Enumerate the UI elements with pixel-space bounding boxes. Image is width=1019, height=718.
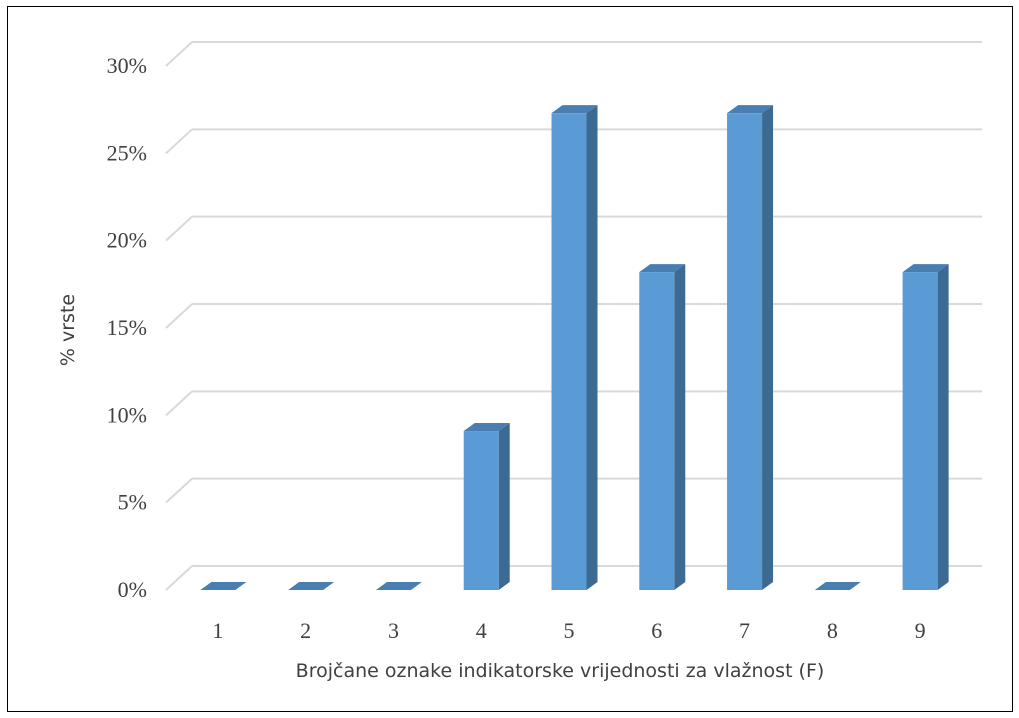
bars [200, 105, 948, 590]
x-tick-label: 1 [212, 618, 223, 643]
gridline-diagonal [166, 479, 192, 503]
gridline-diagonal [166, 566, 192, 590]
bar-front [639, 272, 674, 590]
bar-side [587, 105, 598, 590]
y-tick-label: 10% [107, 402, 147, 427]
bar-front [552, 113, 587, 590]
bar-top [376, 582, 422, 590]
y-tick-label: 20% [107, 228, 147, 253]
bar-top [200, 582, 246, 590]
bar-top [815, 582, 861, 590]
y-tick-label: 5% [118, 490, 147, 515]
y-tick-label: 0% [118, 577, 147, 602]
y-tick-labels: 0% 5% 10% 15% 20% 25% 30% [107, 53, 147, 602]
bar [903, 264, 949, 590]
bar-side [762, 105, 773, 590]
bar-side [674, 264, 685, 590]
bar-side [499, 423, 510, 590]
x-tick-label: 2 [300, 618, 311, 643]
x-tick-label: 8 [827, 618, 838, 643]
y-axis-title: % vrste [57, 294, 79, 366]
bar-front [727, 113, 762, 590]
gridline-diagonal [166, 304, 192, 328]
bar-front [464, 431, 499, 590]
bar [376, 582, 422, 590]
bar [464, 423, 510, 590]
x-tick-labels: 1 2 3 4 5 6 7 8 9 [212, 618, 925, 643]
bar-front [903, 272, 938, 590]
x-tick-label: 9 [915, 618, 926, 643]
bar [639, 264, 685, 590]
x-tick-label: 3 [388, 618, 399, 643]
bar-top [288, 582, 334, 590]
y-tick-label: 30% [107, 53, 147, 78]
y-tick-label: 25% [107, 140, 147, 165]
bar-side [938, 264, 949, 590]
bar [727, 105, 773, 590]
y-tick-label: 15% [107, 315, 147, 340]
gridline-diagonal [166, 42, 192, 66]
x-axis-title: Brojčane oznake indikatorske vrijednosti… [296, 660, 825, 682]
bar [288, 582, 334, 590]
x-tick-label: 4 [476, 618, 487, 643]
x-tick-label: 6 [651, 618, 662, 643]
x-tick-label: 5 [564, 618, 575, 643]
bar [552, 105, 598, 590]
x-tick-label: 7 [739, 618, 750, 643]
gridline-diagonal [166, 129, 192, 153]
bar [200, 582, 246, 590]
gridline-diagonal [166, 391, 192, 415]
gridline-diagonal [166, 217, 192, 241]
bar [815, 582, 861, 590]
